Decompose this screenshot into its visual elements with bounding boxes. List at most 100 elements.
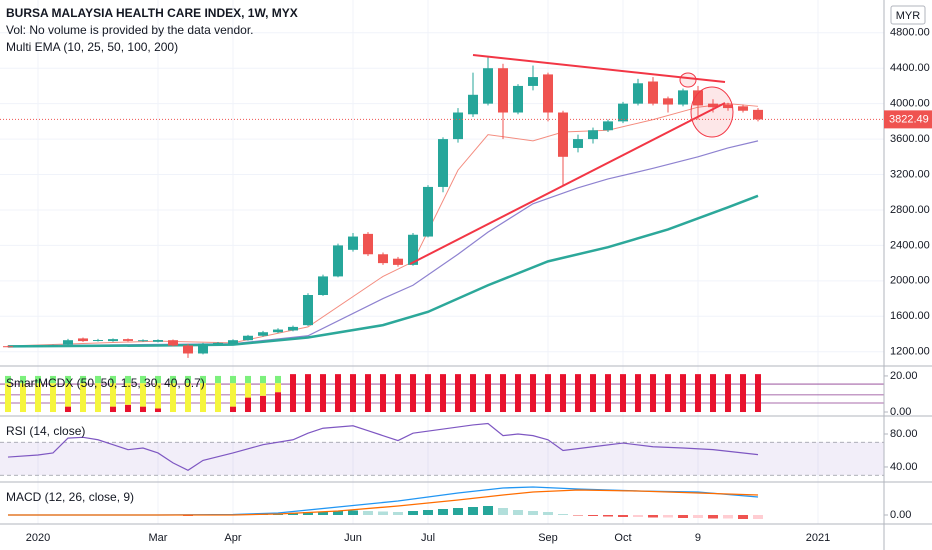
macd-histogram-bar (707, 515, 718, 519)
mcdx-bar (64, 383, 71, 407)
mcdx-bar (574, 374, 581, 413)
x-tick-label: Jun (344, 532, 362, 544)
mcdx-bar (634, 374, 641, 413)
candle-body (122, 339, 133, 341)
macd-histogram-bar (437, 509, 448, 515)
mcdx-bar (694, 374, 701, 413)
candle-body (167, 340, 178, 346)
mcdx-bar (334, 374, 341, 413)
candle-body (2, 346, 13, 348)
ellipse-drawing[interactable] (690, 86, 734, 138)
marks (2, 56, 763, 519)
mcdx-bar (124, 383, 131, 405)
candle-body (227, 340, 238, 344)
macd-histogram-bar (527, 511, 538, 515)
macd-histogram-bar (377, 511, 388, 515)
candle-body (92, 340, 103, 342)
candle-body (692, 90, 703, 106)
y-tick-label: 4000.00 (890, 98, 930, 110)
mcdx-bar (64, 406, 71, 413)
candle-body (302, 295, 313, 326)
mcdx-bar (139, 383, 146, 407)
mcdx-bar (169, 375, 176, 384)
y-tick-label: 4800.00 (890, 27, 930, 39)
y-tick-label: 2800.00 (890, 204, 930, 216)
grid (0, 0, 884, 524)
mcdx-bar (514, 374, 521, 413)
mcdx-bar (544, 374, 551, 413)
mcdx-bar (739, 374, 746, 413)
indicator-label: Multi EMA (10, 25, 50, 100, 200) (6, 40, 178, 54)
macd-histogram-bar (677, 515, 688, 518)
currency: MYR (896, 10, 921, 22)
last-price-box (884, 110, 932, 129)
mcdx-bar (34, 383, 41, 413)
trend-line[interactable] (472, 54, 726, 83)
mcdx-bar (4, 375, 11, 384)
macd-histogram-bar (347, 510, 358, 515)
candle-body (587, 130, 598, 140)
candle-body (452, 112, 463, 140)
mcdx-bar (79, 375, 86, 384)
mcdx-bar (289, 374, 296, 413)
currency-box[interactable] (890, 5, 926, 25)
candle-body (62, 340, 73, 345)
candle-body (152, 340, 163, 342)
macd-histogram-bar (542, 512, 553, 515)
mcdx-bar (214, 375, 221, 384)
candle-body (557, 112, 568, 157)
candle-body (662, 98, 673, 105)
mcdx-bar (214, 383, 221, 413)
y-tick-label: 0.00 (890, 509, 911, 521)
mcdx-bar (109, 383, 116, 407)
mcdx-bar (364, 374, 371, 413)
candle-body (602, 121, 613, 131)
candle-body (572, 139, 583, 148)
y-tick-label: 20.00 (890, 370, 918, 382)
indicator-line (7, 489, 759, 516)
mcdx-bar (754, 374, 761, 413)
candle-body (362, 233, 373, 255)
mcdx-bar (229, 406, 236, 413)
candle-body (47, 345, 58, 347)
mcdx-bar (589, 374, 596, 413)
macd-histogram-bar (482, 506, 493, 515)
y-tick-label: 40.00 (890, 461, 918, 473)
x-tick-label: 2020 (26, 532, 50, 544)
candle-body (212, 342, 223, 344)
mcdx-bar (94, 383, 101, 413)
candle-body (407, 234, 418, 265)
mcdx-bar (49, 383, 56, 413)
mcdx-bar (109, 406, 116, 413)
trend-line[interactable] (409, 102, 726, 265)
mcdx-bar (154, 383, 161, 409)
candle-body (542, 74, 553, 113)
pane-title: SmartMCDX (50, 50, 1.5, 30, 40, 0.7) (6, 376, 205, 390)
macd-histogram-bar (287, 513, 298, 515)
mcdx-bar (19, 375, 26, 384)
y-tick-label: 80.00 (890, 428, 918, 440)
mcdx-bar (124, 404, 131, 413)
mcdx-bar (559, 374, 566, 413)
candle-body (677, 90, 688, 105)
macd-histogram-bar (407, 511, 418, 515)
x-tick-label: Mar (149, 532, 168, 544)
candle-body (392, 258, 403, 265)
candle-body (647, 81, 658, 104)
mcdx-bar (34, 375, 41, 384)
mcdx-bar (439, 374, 446, 413)
macd-histogram-bar (632, 515, 643, 517)
candle-body (632, 83, 643, 104)
macd-histogram-bar (452, 508, 463, 515)
candle-body (137, 340, 148, 342)
indicator-line (7, 422, 759, 471)
macd-histogram-bar (752, 515, 763, 519)
mcdx-bar (139, 406, 146, 413)
ellipse-drawing[interactable] (679, 72, 697, 88)
mcdx-bar (244, 383, 251, 398)
mcdx-bar (64, 375, 71, 384)
candle-body (707, 103, 718, 108)
x-tick-label: 9 (695, 532, 701, 544)
pane-title: RSI (14, close) (6, 424, 85, 438)
x-tick-label: Sep (538, 532, 558, 544)
